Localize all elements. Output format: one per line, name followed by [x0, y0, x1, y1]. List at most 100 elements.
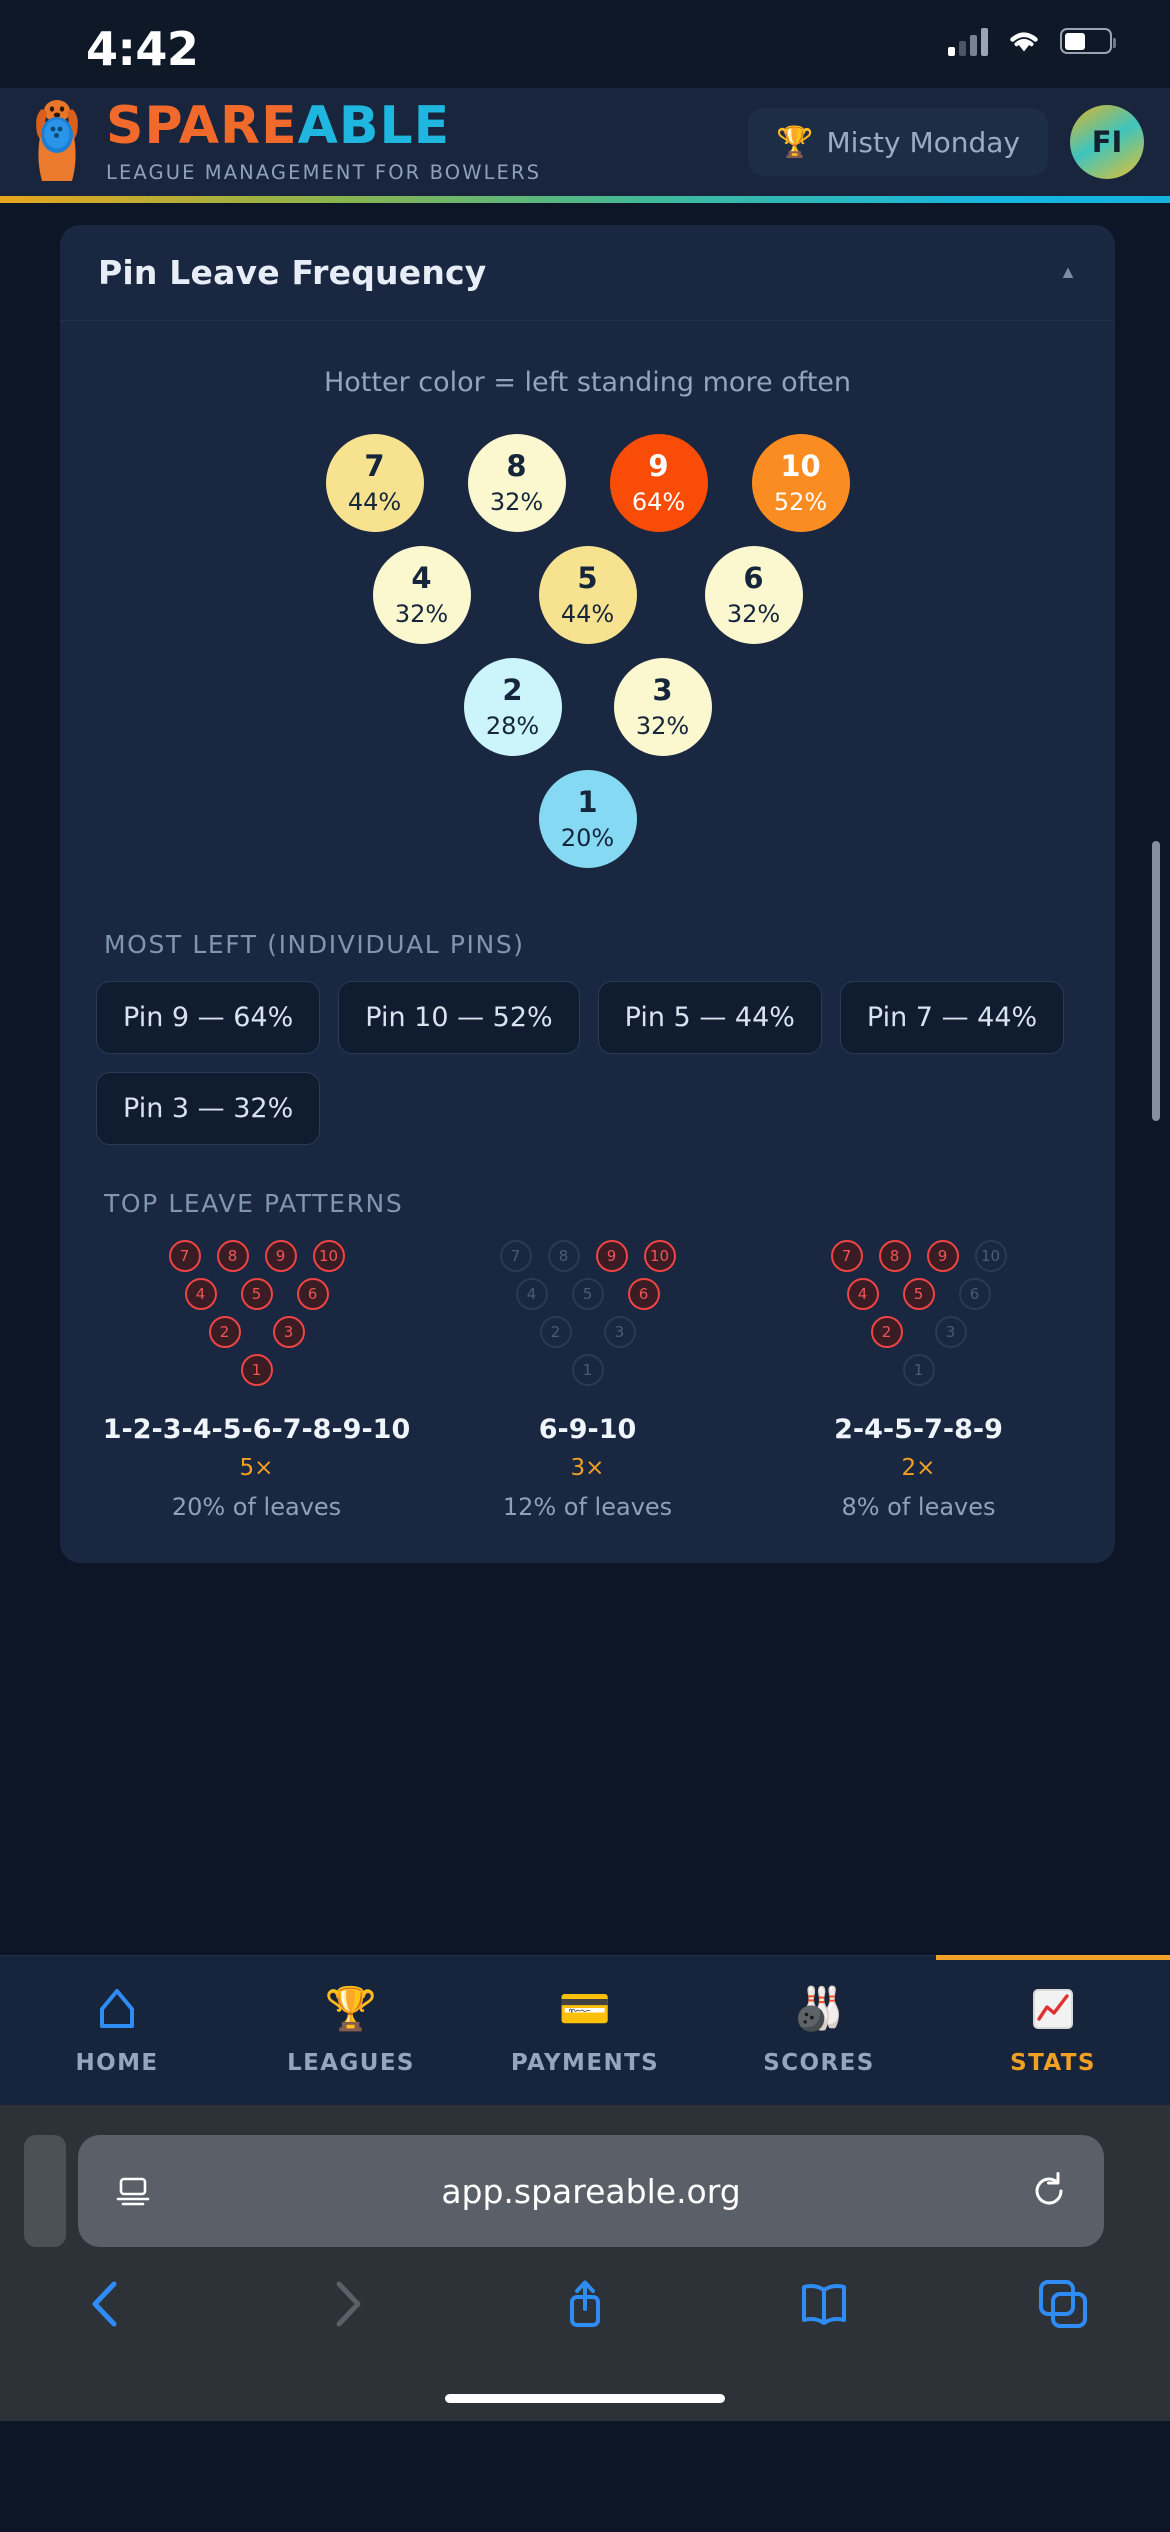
- most-left-chip[interactable]: Pin 7 — 44%: [839, 981, 1065, 1054]
- pin-4[interactable]: 4 32%: [372, 546, 471, 644]
- battery-icon: [1060, 28, 1116, 54]
- pin-6[interactable]: 6 32%: [704, 546, 803, 644]
- bottom-tab-bar: HOME 🏆 LEAGUES 💳 PAYMENTS 🎳 SCORES STATS: [0, 1955, 1170, 2105]
- pattern-share: 20% of leaves: [171, 1493, 342, 1521]
- pin-percent: 32%: [635, 712, 690, 740]
- browser-toolbar: [0, 2247, 1170, 2339]
- url-row: app.spareable.org: [0, 2105, 1170, 2247]
- page-title: Pin Leave Frequency: [98, 253, 487, 292]
- back-chevron-icon[interactable]: [72, 2269, 142, 2339]
- trophy-icon: 🏆: [776, 125, 814, 159]
- previous-tab-edge[interactable]: [24, 2135, 66, 2247]
- most-left-chip[interactable]: Pin 9 — 64%: [96, 981, 321, 1054]
- most-left-chip[interactable]: Pin 10 — 52%: [338, 981, 580, 1054]
- forward-chevron-icon: [311, 2269, 381, 2339]
- pattern-pin-6: 6: [296, 1278, 329, 1310]
- app-header: SPAREABLE LEAGUE MANAGEMENT FOR BOWLERS …: [0, 88, 1170, 196]
- league-selector-pill[interactable]: 🏆 Misty Monday: [748, 108, 1048, 176]
- pin-percent: 28%: [485, 712, 540, 740]
- brand-wordmark: SPAREABLE: [106, 100, 541, 152]
- chevron-up-icon[interactable]: ▲: [1059, 262, 1077, 282]
- most-left-chip[interactable]: Pin 3 — 32%: [96, 1072, 321, 1145]
- pattern-pin-8: 8: [547, 1240, 580, 1272]
- pattern-pin-row: 7 8 9 10: [499, 1240, 676, 1272]
- pin-8[interactable]: 8 32%: [467, 434, 566, 532]
- pin-number: 6: [743, 561, 764, 595]
- status-bar: 4:42: [0, 0, 1170, 88]
- pin-number: 2: [502, 673, 523, 707]
- page-scroll-area[interactable]: Pin Leave Frequency ▲ Hotter color = lef…: [0, 203, 1170, 1955]
- bowling-pins-icon: 🎳: [792, 1984, 846, 2032]
- brand-block[interactable]: SPAREABLE LEAGUE MANAGEMENT FOR BOWLERS: [26, 99, 748, 185]
- most-left-chip[interactable]: Pin 5 — 44%: [597, 981, 822, 1054]
- reload-icon[interactable]: [1028, 2170, 1070, 2212]
- most-left-label: MOST LEFT (INDIVIDUAL PINS): [104, 930, 525, 959]
- pin-percent: 44%: [560, 600, 615, 628]
- pattern-count: 5×: [239, 1455, 274, 1481]
- pattern-pin-3: 3: [272, 1316, 305, 1348]
- pattern-label: 2-4-5-7-8-9: [834, 1414, 1003, 1445]
- dog-with-bowling-ball-logo: [26, 99, 88, 185]
- address-bar[interactable]: app.spareable.org: [78, 2135, 1104, 2247]
- pattern-pin-row: 7 8 9 10: [168, 1240, 345, 1272]
- tab-label: PAYMENTS: [510, 2050, 660, 2076]
- status-bar-clock: 4:42: [86, 22, 199, 76]
- pin-number: 1: [577, 785, 598, 819]
- bookmarks-icon[interactable]: [789, 2269, 859, 2339]
- header-gradient-divider: [0, 196, 1170, 203]
- avatar[interactable]: FI: [1070, 105, 1144, 179]
- pattern-share: 12% of leaves: [502, 1493, 673, 1521]
- tab-scores[interactable]: 🎳 SCORES: [702, 1956, 936, 2105]
- pin-3[interactable]: 3 32%: [613, 658, 712, 756]
- pin-10[interactable]: 10 52%: [751, 434, 850, 532]
- pattern-pin-10: 10: [974, 1240, 1007, 1272]
- pin-9[interactable]: 9 64%: [609, 434, 708, 532]
- tab-home[interactable]: HOME: [0, 1956, 234, 2105]
- tab-label: LEAGUES: [287, 2050, 415, 2076]
- card-header[interactable]: Pin Leave Frequency ▲: [60, 225, 1115, 321]
- leave-pattern[interactable]: 7 8 9 10 4 5 6 2 3 1 1-2-3-4-5-6-7-8-9-10 5× 20% of …: [96, 1240, 417, 1521]
- tab-stats[interactable]: STATS: [936, 1955, 1170, 2105]
- pattern-pin-9: 9: [926, 1240, 959, 1272]
- tabs-icon[interactable]: [1028, 2269, 1098, 2339]
- leave-pattern[interactable]: 7 8 9 10 4 5 6 2 3 1 2-4-5-7-8-9 2× 8% of leaves: [758, 1240, 1079, 1521]
- tab-leagues[interactable]: 🏆 LEAGUES: [234, 1956, 468, 2105]
- pin-percent: 32%: [394, 600, 449, 628]
- pattern-pin-6: 6: [958, 1278, 991, 1310]
- wifi-icon: [1006, 27, 1042, 55]
- brand-part-able: ABLE: [297, 96, 451, 156]
- pattern-pin-8: 8: [216, 1240, 249, 1272]
- browser-chrome: app.spareable.org: [0, 2105, 1170, 2421]
- leave-pattern[interactable]: 7 8 9 10 4 5 6 2 3 1 6-9-10 3× 12% of leaves: [427, 1240, 748, 1521]
- pin-2[interactable]: 2 28%: [463, 658, 562, 756]
- reader-view-icon[interactable]: [112, 2174, 154, 2208]
- tab-payments[interactable]: 💳 PAYMENTS: [468, 1956, 702, 2105]
- brand-part-spare: SPARE: [106, 96, 298, 156]
- pin-row-back: 7 44% 8 32% 9 64% 10 52%: [96, 434, 1079, 532]
- tab-label: SCORES: [763, 2050, 875, 2076]
- vertical-scrollbar[interactable]: [1152, 841, 1160, 1121]
- league-name-label: Misty Monday: [826, 125, 1020, 159]
- pin-1[interactable]: 1 20%: [538, 770, 637, 868]
- pattern-pin-10: 10: [643, 1240, 676, 1272]
- url-text[interactable]: app.spareable.org: [441, 2171, 741, 2211]
- share-icon[interactable]: [550, 2269, 620, 2339]
- pattern-pin-1: 1: [571, 1354, 604, 1386]
- pattern-pin-diagram: 7 8 9 10 4 5 6 2 3 1: [499, 1240, 676, 1392]
- pin-number: 4: [411, 561, 432, 595]
- pin-percent: 32%: [489, 488, 544, 516]
- pin-7[interactable]: 7 44%: [325, 434, 424, 532]
- pattern-pin-4: 4: [184, 1278, 217, 1310]
- pin-5[interactable]: 5 44%: [538, 546, 637, 644]
- pattern-pin-diagram: 7 8 9 10 4 5 6 2 3 1: [830, 1240, 1007, 1392]
- pattern-pin-1: 1: [902, 1354, 935, 1386]
- pin-number: 8: [506, 449, 527, 483]
- pattern-count: 2×: [901, 1455, 936, 1481]
- pin-percent: 20%: [560, 824, 615, 852]
- top-patterns-label: TOP LEAVE PATTERNS: [104, 1189, 404, 1218]
